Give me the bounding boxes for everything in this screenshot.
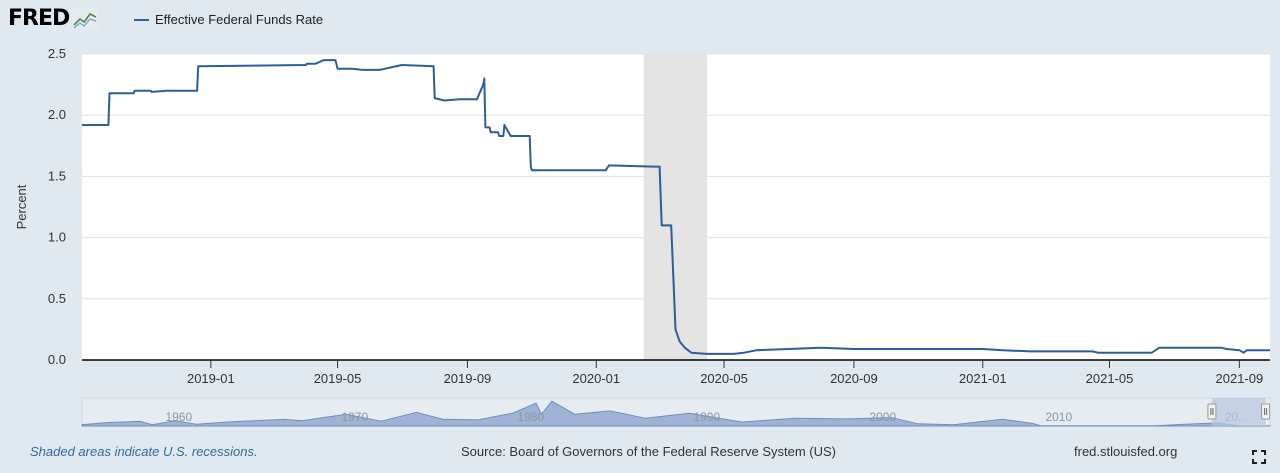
navigator-tick-label: 2000 bbox=[869, 410, 896, 424]
x-tick-label: 2020-01 bbox=[572, 371, 620, 386]
chart-legend[interactable]: Effective Federal Funds Rate bbox=[134, 12, 323, 27]
fullscreen-icon[interactable] bbox=[1252, 450, 1266, 464]
navigator-handle-right[interactable] bbox=[1261, 403, 1271, 420]
series-line bbox=[82, 59, 1270, 355]
x-tick-label: 2021-05 bbox=[1086, 371, 1134, 386]
y-tick-label: 1.0 bbox=[48, 230, 66, 245]
y-tick-label: 0.5 bbox=[48, 291, 66, 306]
x-tick-label: 2019-01 bbox=[187, 371, 235, 386]
x-tick-label: 2021-01 bbox=[959, 371, 1007, 386]
fred-url-link[interactable]: fred.stlouisfed.org bbox=[1074, 444, 1178, 459]
navigator-tick-label: 2010 bbox=[1045, 410, 1072, 424]
navigator-handle-left[interactable] bbox=[1207, 403, 1217, 420]
y-tick-label: 2.0 bbox=[48, 107, 66, 122]
x-tick-label: 2019-09 bbox=[444, 371, 492, 386]
navigator-tick-label: 1980 bbox=[517, 410, 544, 424]
range-navigator[interactable]: 19601970198019902000201020.. bbox=[81, 397, 1271, 427]
y-tick-label: 1.5 bbox=[48, 168, 66, 183]
grid bbox=[82, 53, 1270, 300]
chart[interactable]: 0.0 0.5 1.0 1.5 2.0 2.5 2019-01 2019-05 2019-09… bbox=[0, 0, 1280, 440]
y-tick-label: 0.0 bbox=[48, 352, 66, 367]
source-note: Source: Board of Governors of the Federa… bbox=[461, 444, 836, 459]
navigator-tick-label: 1960 bbox=[165, 410, 192, 424]
x-tick-label: 2019-05 bbox=[314, 371, 362, 386]
recession-note: Shaded areas indicate U.S. recessions. bbox=[30, 444, 258, 459]
navigator-tick-label: 1970 bbox=[341, 410, 368, 424]
navigator-selection[interactable] bbox=[1211, 398, 1266, 426]
x-tick-label: 2021-09 bbox=[1216, 371, 1264, 386]
x-tick-label: 2020-05 bbox=[700, 371, 748, 386]
y-tick-label: 2.5 bbox=[48, 46, 66, 61]
series-layer bbox=[82, 59, 1270, 355]
line-graph-icon bbox=[72, 7, 99, 30]
fred-logo[interactable]: FRED bbox=[8, 6, 99, 31]
x-tick-labels: 2019-01 2019-05 2019-09 2020-01 2020-05 2020-… bbox=[187, 360, 1263, 386]
navigator-area bbox=[81, 400, 1271, 427]
fred-logo-text: FRED bbox=[8, 6, 70, 31]
y-axis-label: Percent bbox=[14, 184, 29, 229]
y-tick-labels: 0.0 0.5 1.0 1.5 2.0 2.5 bbox=[48, 46, 66, 367]
legend-label: Effective Federal Funds Rate bbox=[155, 12, 324, 27]
legend-swatch bbox=[134, 18, 149, 21]
navigator-tick-label: 1990 bbox=[693, 410, 720, 424]
x-tick-label: 2020-09 bbox=[830, 371, 878, 386]
